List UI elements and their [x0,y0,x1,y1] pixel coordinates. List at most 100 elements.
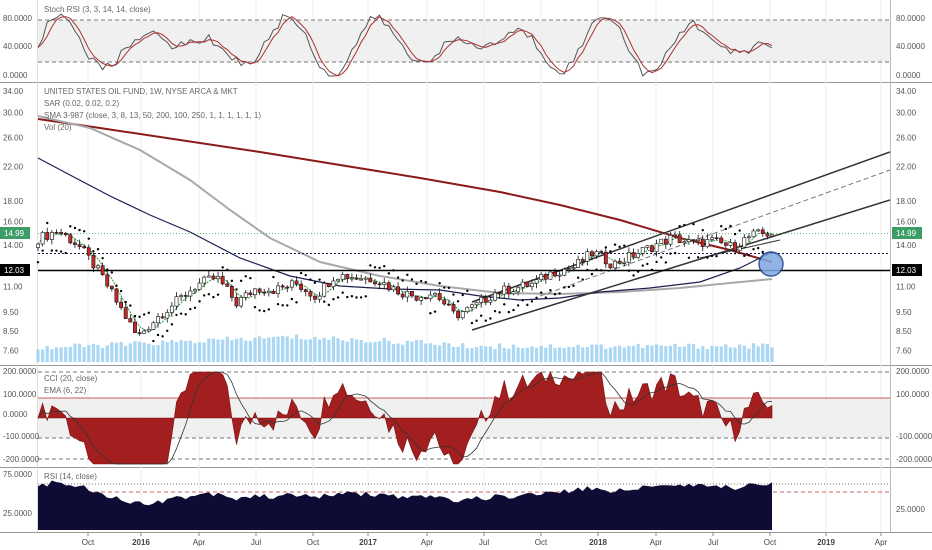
price-tick: 30.00 [3,109,24,118]
candle [336,278,340,282]
candle [220,276,225,285]
volume-bar [465,348,469,362]
candle [354,277,359,280]
time-label: Apr [875,538,888,547]
sar-dot [452,293,455,296]
sar-dot [286,304,289,307]
volume-bar [64,347,68,362]
price-tick-right: 9.50 [896,308,912,317]
candle [617,260,622,264]
stoch-tick-80: 80.0000 [3,14,32,23]
volume-bar [562,347,566,362]
volume-bar [701,346,705,362]
sma-gray-line [37,115,773,296]
sar-dot [706,256,709,259]
candle [377,283,382,286]
volume-bar [350,338,354,362]
stoch-label: Stoch RSI (3, 3, 14, 14, close) [44,5,151,14]
sar-dot [447,286,451,290]
volume-bar [594,344,599,362]
sar-dot [461,293,464,297]
sar-dot [193,306,197,309]
candle [253,288,257,295]
volume-bar [405,340,409,362]
volume-bar [124,345,128,362]
candle [479,297,484,303]
volume-bar [387,340,391,362]
sar-dot [138,315,141,318]
candle [696,238,701,241]
volume-bar [456,346,460,362]
sar-dot [355,296,358,299]
time-label: Oct [82,538,95,547]
volume-bar [414,340,419,362]
volume-bar [756,346,760,362]
candle [59,232,63,234]
sar-dot [392,269,395,272]
sar-dot [249,276,252,280]
candle [410,291,414,297]
candle [760,229,765,235]
volume-bar [401,344,405,362]
volume-bar [110,342,114,362]
sar-dots [36,221,774,343]
sar-dot [258,309,261,312]
candle [119,301,124,308]
volume-bar [73,343,77,362]
candle [557,274,562,277]
volume-bar [161,340,165,362]
volume-bar [197,342,202,362]
volume-bar [331,336,336,362]
price-tick: 8.50 [3,327,19,336]
price-tick-right: 18.00 [896,197,917,206]
sar-dot [526,303,529,307]
volume-bar [558,347,562,362]
sar-dot [627,269,631,272]
sar-dot [687,256,691,260]
volume-bar [738,344,742,362]
volume-bar [553,347,557,362]
candle [266,290,271,294]
sar-dot [142,313,146,316]
sar-dot [179,312,183,315]
candle [128,318,133,323]
volume-bar [474,347,479,362]
volume-bar [96,345,100,362]
volume-bar [484,346,488,362]
candle [391,286,396,291]
volume-bar [714,346,719,362]
candle [751,230,756,238]
candle [151,322,156,330]
volume-bar [179,339,183,362]
time-label: 2017 [359,538,377,547]
sar-dot [64,251,67,255]
volume-bar [359,340,363,362]
last-price-badge-right [892,227,922,239]
candle [631,252,636,258]
sar-dot [724,227,728,231]
candle [363,277,368,280]
candle [359,278,364,281]
candle [349,277,354,280]
candle [728,242,733,246]
volume-bar [128,343,132,362]
volume-bar [742,345,746,362]
sar-dot [512,308,515,312]
volume-bar [507,348,511,362]
candle [525,281,530,287]
volume-bar [244,340,248,362]
volume-bar [354,339,359,362]
volume-bar [285,336,289,362]
sar-dot [581,278,584,281]
volume-bar [705,349,709,362]
volume-bar [751,343,756,362]
volume-bar [317,339,322,362]
candle [530,282,534,287]
volume-bar [608,347,613,362]
volume-bar [276,336,280,362]
candle [733,242,737,251]
candle [414,295,419,301]
candle [234,297,239,307]
candle [516,286,521,293]
